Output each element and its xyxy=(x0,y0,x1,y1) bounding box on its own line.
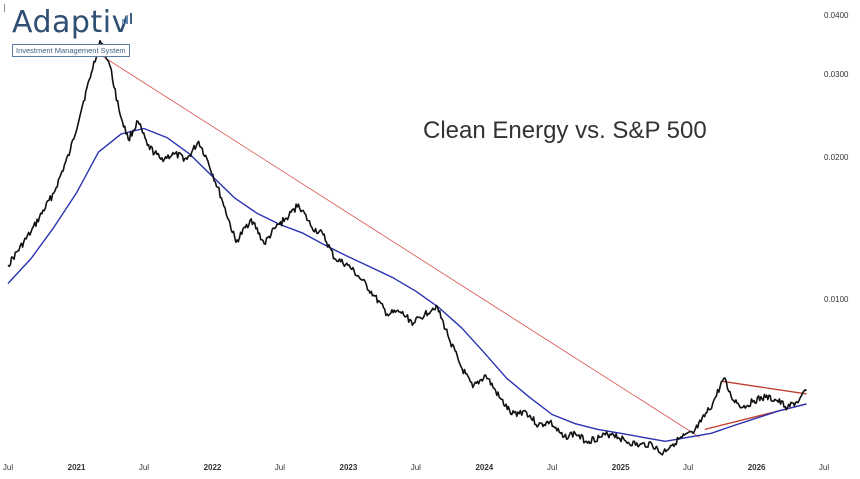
x-tick-label: Jul xyxy=(683,463,693,472)
x-tick-label: Jul xyxy=(819,463,829,472)
moving-average-layer xyxy=(7,127,807,442)
y-tick-label: 0.0400 xyxy=(824,11,849,20)
x-tick-label: Jul xyxy=(139,463,149,472)
moving-average-line xyxy=(7,127,807,442)
price-ratio-line xyxy=(7,39,807,456)
x-tick-label: 2022 xyxy=(204,463,222,472)
x-tick-label: 2021 xyxy=(68,463,86,472)
x-tick-label: 2023 xyxy=(340,463,358,472)
triangle-upper-line xyxy=(722,380,807,395)
logo-bars-icon xyxy=(122,13,132,24)
logo-wordmark: Adaptiv xyxy=(12,5,130,40)
logo-subtitle: Investment Management System xyxy=(12,44,130,57)
edge-tick-mark xyxy=(4,4,5,12)
x-tick-label: Jul xyxy=(411,463,421,472)
brand-logo: Adaptiv Investment Management System xyxy=(12,5,132,58)
trendline-layer xyxy=(85,45,807,438)
x-tick-label: 2025 xyxy=(612,463,630,472)
x-axis: Jul 2021 Jul 2022 Jul 2023 Jul 2024 Jul 2025 Jul 20… xyxy=(3,463,829,472)
y-axis: 0.0400 0.0300 0.0200 0.0100 xyxy=(824,11,849,304)
y-tick-label: 0.0200 xyxy=(824,153,849,162)
y-tick-label: 0.0300 xyxy=(824,70,849,79)
x-tick-label: Jul xyxy=(3,463,13,472)
y-tick-label: 0.0100 xyxy=(824,295,849,304)
x-tick-label: Jul xyxy=(275,463,285,472)
x-tick-label: Jul xyxy=(547,463,557,472)
x-tick-label: 2026 xyxy=(748,463,766,472)
price-line-layer xyxy=(7,39,807,456)
chart-title: Clean Energy vs. S&P 500 xyxy=(423,117,707,144)
x-tick-label: 2024 xyxy=(475,463,493,472)
long-downtrend-line xyxy=(85,45,700,438)
